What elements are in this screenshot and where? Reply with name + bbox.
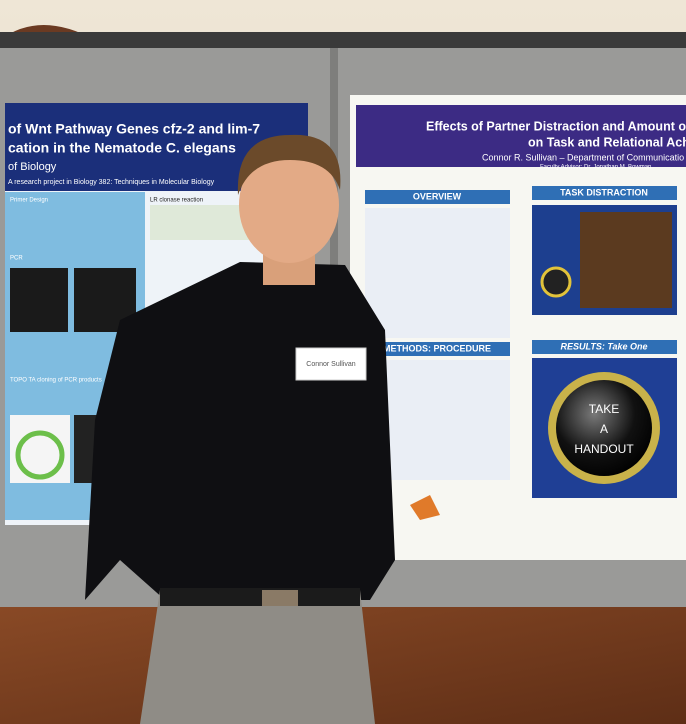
- gel-image: [10, 268, 68, 332]
- right-advisor: Faculty Advisor: Dr. Jonathan M. Bowman: [540, 165, 651, 171]
- section-heading: LR clonase reaction: [150, 198, 203, 204]
- face: [239, 147, 339, 263]
- left-subtitle: A research project in Biology 382: Techn…: [8, 179, 215, 186]
- section-bar: [365, 342, 510, 356]
- hair: [237, 134, 341, 195]
- section-heading: OVERVIEW: [413, 191, 462, 201]
- section-heading: Primer Design: [10, 198, 48, 204]
- right-poster-header: [356, 105, 686, 167]
- right-author: Connor R. Sullivan – Department of Commu…: [482, 152, 684, 162]
- left-department: of Biology: [8, 161, 57, 173]
- left-title: of Wnt Pathway Genes cfz-2 and lim-7: [8, 121, 260, 137]
- diagram: [150, 205, 250, 240]
- section-bar: [532, 340, 677, 354]
- right-title: on Task and Relational Achieveme: [528, 135, 686, 149]
- section-heading: PCR: [10, 256, 23, 262]
- plasmid: [15, 430, 65, 480]
- hint-button: [540, 266, 572, 298]
- handout-text: A: [600, 422, 608, 436]
- name-tag: [295, 347, 367, 381]
- name-tag-text: Connor Sullivan: [306, 361, 356, 368]
- belt: [160, 588, 360, 606]
- handout-text: HANDOUT: [574, 442, 634, 456]
- handout-text: TAKE: [589, 402, 619, 416]
- left-title: cation in the Nematode C. elegans: [8, 140, 236, 156]
- section-bar: [365, 190, 510, 204]
- handout-ball: [556, 380, 652, 476]
- section-heading: TASK DISTRACTION: [560, 187, 648, 197]
- section-bar: [532, 186, 677, 200]
- shirt: [85, 262, 395, 600]
- trousers: [140, 590, 375, 724]
- section-heading: RESULTS: Take One: [560, 341, 647, 351]
- belt-buckle: [262, 590, 298, 606]
- puzzle-graphic: [410, 495, 440, 520]
- section-heading: METHODS: PROCEDURE: [383, 343, 491, 353]
- right-title: Effects of Partner Distraction and Amoun…: [426, 119, 686, 133]
- game-board: [580, 212, 672, 308]
- text-block: [365, 208, 510, 338]
- board-frame: [0, 32, 686, 48]
- section-heading: TOPO TA cloning of PCR products: [10, 378, 102, 384]
